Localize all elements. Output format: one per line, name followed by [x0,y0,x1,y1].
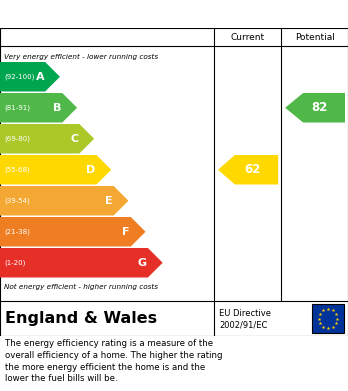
Text: EU Directive: EU Directive [219,309,271,318]
Text: (21-38): (21-38) [4,228,30,235]
Text: F: F [122,227,130,237]
Polygon shape [0,217,145,246]
Text: The energy efficiency rating is a measure of the
overall efficiency of a home. T: The energy efficiency rating is a measur… [5,339,222,384]
Polygon shape [0,248,163,278]
Polygon shape [0,186,128,215]
Text: (39-54): (39-54) [4,197,30,204]
Text: A: A [35,72,44,82]
Text: 2002/91/EC: 2002/91/EC [219,321,267,330]
Text: (1-20): (1-20) [4,260,25,266]
Text: E: E [105,196,113,206]
Text: (81-91): (81-91) [4,104,30,111]
Text: Not energy efficient - higher running costs: Not energy efficient - higher running co… [4,284,158,290]
Bar [312,304,344,333]
Text: Potential: Potential [295,32,334,41]
Polygon shape [0,62,60,91]
Text: England & Wales: England & Wales [5,311,157,326]
Text: (69-80): (69-80) [4,136,30,142]
Text: Current: Current [230,32,265,41]
Text: (92-100): (92-100) [4,74,34,80]
Text: Energy Efficiency Rating: Energy Efficiency Rating [5,7,207,22]
Text: B: B [53,103,61,113]
Text: C: C [70,134,78,144]
Text: 82: 82 [311,101,327,114]
Polygon shape [0,124,94,154]
Text: 62: 62 [244,163,260,176]
Polygon shape [218,155,278,185]
Text: G: G [138,258,147,268]
Polygon shape [0,93,77,122]
Text: (55-68): (55-68) [4,167,30,173]
Polygon shape [0,155,111,185]
Polygon shape [285,93,345,122]
Text: Very energy efficient - lower running costs: Very energy efficient - lower running co… [4,54,158,60]
Text: D: D [86,165,96,175]
